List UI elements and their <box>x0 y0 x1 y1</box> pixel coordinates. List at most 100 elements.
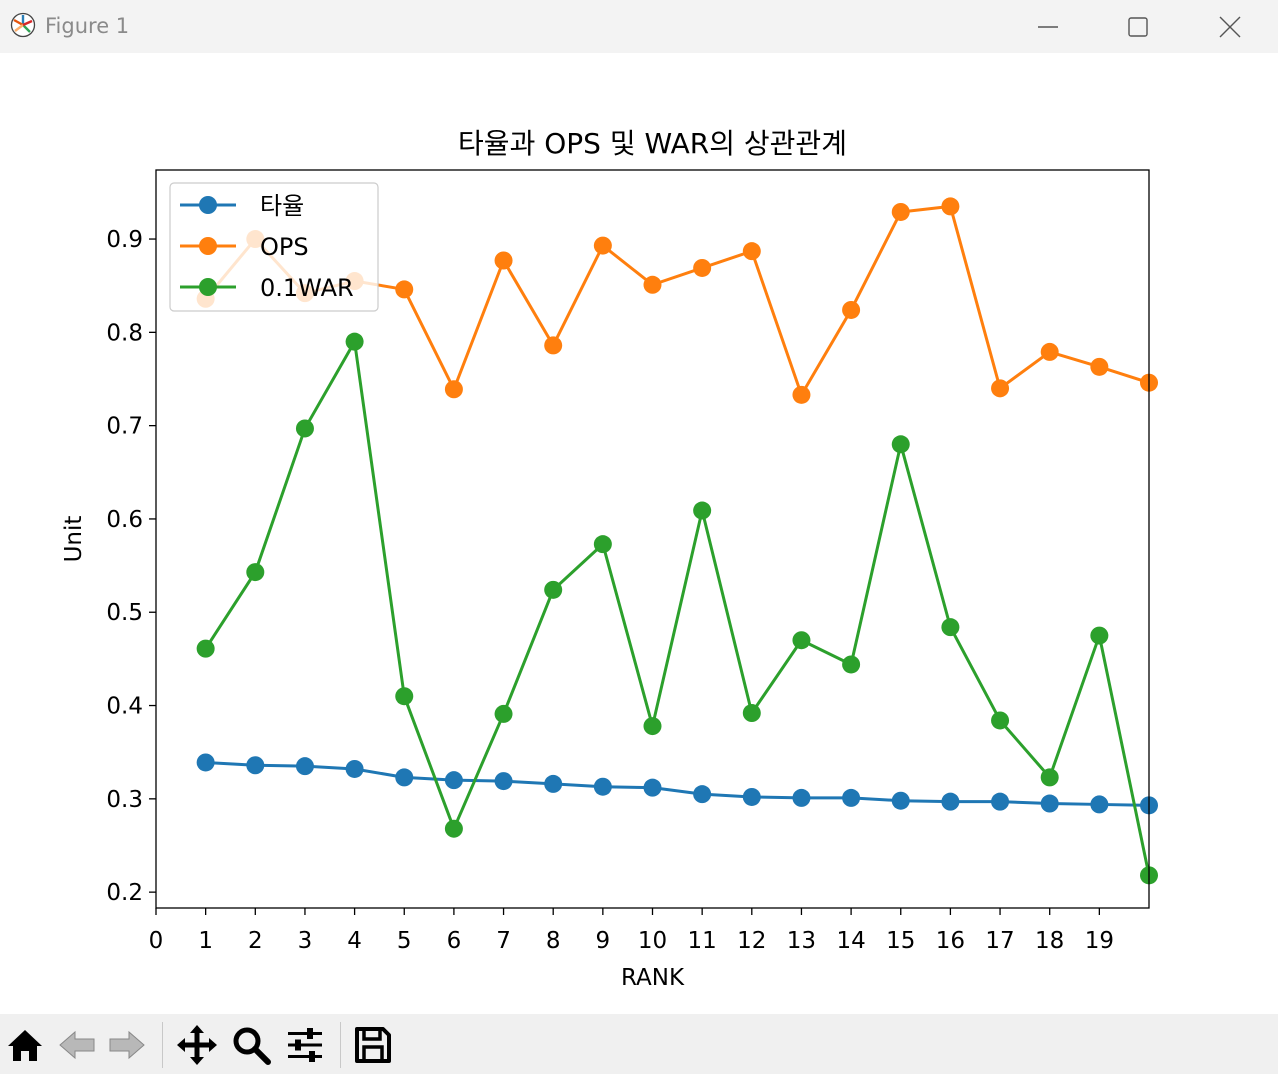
back-button[interactable] <box>54 1022 100 1068</box>
x-tick-label: 4 <box>347 928 362 954</box>
y-tick-label: 0.2 <box>106 880 143 906</box>
data-point <box>891 791 910 810</box>
data-point <box>643 275 662 294</box>
data-point <box>196 639 215 658</box>
y-tick-label: 0.3 <box>106 787 143 813</box>
data-point <box>643 778 662 797</box>
data-point <box>494 704 513 723</box>
pan-move-icon <box>177 1025 217 1065</box>
data-point <box>395 768 414 787</box>
figure-canvas[interactable]: 0 1 2 3 4 5 6 7 8 9 10 11 12 13 14 15 16 17 18 19 0.2 0.3 0.4… <box>0 53 1278 1014</box>
x-tick-label: 8 <box>546 928 561 954</box>
home-icon <box>8 1030 42 1061</box>
legend-box <box>169 182 379 312</box>
data-point <box>693 258 712 277</box>
data-point <box>444 819 463 838</box>
data-point <box>1090 626 1109 645</box>
x-tick-label: 7 <box>496 928 511 954</box>
x-tick-label: 9 <box>596 928 611 954</box>
data-point <box>891 435 910 454</box>
y-tick-label: 0.8 <box>106 320 143 346</box>
series-line <box>204 340 1151 876</box>
legend-marker <box>199 196 217 214</box>
data-point <box>593 777 612 796</box>
maximize-button[interactable] <box>1093 0 1183 53</box>
x-tick-label: 19 <box>1085 928 1114 954</box>
legend-label: 0.1WAR <box>260 274 354 302</box>
data-point <box>544 774 563 793</box>
data-point <box>792 631 811 650</box>
data-point <box>196 753 215 772</box>
y-tick-label: 0.5 <box>106 600 143 626</box>
x-tick-label: 5 <box>397 928 412 954</box>
data-point <box>742 704 761 723</box>
data-point <box>991 379 1010 398</box>
minimize-icon <box>1038 25 1058 28</box>
data-point <box>643 717 662 736</box>
data-point <box>941 197 960 216</box>
x-axis-label: RANK <box>621 965 685 991</box>
x-tick-label: 1 <box>198 928 213 954</box>
y-tick-label: 0.4 <box>106 694 143 720</box>
home-button[interactable] <box>2 1022 48 1068</box>
matplotlib-icon <box>10 12 36 38</box>
save-button[interactable] <box>350 1022 396 1068</box>
data-point <box>1040 768 1059 787</box>
data-point <box>693 785 712 804</box>
line-chart: 0 1 2 3 4 5 6 7 8 9 10 11 12 13 14 15 16 17 18 19 0.20.30.4… <box>61 127 1158 991</box>
data-point <box>494 772 513 791</box>
chart-title: 타율과 OPS 및 WAR의 상관관계 <box>458 127 847 160</box>
data-point <box>395 687 414 706</box>
x-tick-label: 17 <box>985 928 1014 954</box>
y-tick-label: 0.7 <box>106 414 143 440</box>
x-tick-label: 15 <box>886 928 915 954</box>
y-tick-label: 0.9 <box>106 227 143 253</box>
legend-label: 타율 <box>260 192 304 220</box>
zoom-button[interactable] <box>228 1022 274 1068</box>
data-point <box>444 380 463 399</box>
close-icon <box>1219 16 1241 37</box>
minimize-button[interactable] <box>1003 0 1093 53</box>
back-arrow-icon <box>59 1030 95 1060</box>
data-point <box>742 242 761 261</box>
save-floppy-icon <box>355 1027 391 1063</box>
series-0 <box>196 753 1158 815</box>
data-point <box>693 501 712 520</box>
window-titlebar: Figure 1 <box>0 0 1278 53</box>
data-point <box>742 787 761 806</box>
x-tick-label: 10 <box>638 928 667 954</box>
data-point <box>593 535 612 554</box>
forward-button[interactable] <box>104 1022 150 1068</box>
data-point <box>792 788 811 807</box>
data-point <box>842 788 861 807</box>
data-point <box>1040 794 1059 813</box>
y-axis-label: Unit <box>61 516 87 563</box>
x-tick-label: 13 <box>787 928 816 954</box>
x-tick-label: 12 <box>737 928 766 954</box>
x-tick-label: 11 <box>688 928 717 954</box>
window-title: Figure 1 <box>45 14 130 38</box>
data-point <box>246 563 265 582</box>
close-button[interactable] <box>1185 0 1275 53</box>
maximize-icon <box>1128 16 1148 37</box>
toolbar-separator <box>162 1022 163 1068</box>
data-point <box>792 385 811 404</box>
y-axis-ticks: 0.2 0.3 0.4 0.5 0.6 0.7 0.8 0.9 <box>106 227 156 906</box>
chart-legend: 타율 OPS 0.1WAR <box>169 182 379 312</box>
x-axis-ticks: 0 1 2 3 4 5 6 7 8 9 10 11 12 13 14 15 16 17 18 19 <box>149 908 1114 954</box>
data-point <box>444 771 463 790</box>
navigation-toolbar <box>0 1014 1278 1074</box>
data-point <box>544 336 563 355</box>
data-point <box>891 202 910 221</box>
data-point <box>991 792 1010 811</box>
data-point <box>842 655 861 674</box>
configure-subplots-button[interactable] <box>282 1022 328 1068</box>
data-point <box>295 757 314 776</box>
pan-button[interactable] <box>174 1022 220 1068</box>
toolbar-separator <box>340 1022 341 1068</box>
data-point <box>295 419 314 438</box>
plot-frame <box>155 169 1150 909</box>
x-tick-label: 6 <box>447 928 462 954</box>
data-point <box>593 236 612 255</box>
x-tick-label: 3 <box>298 928 313 954</box>
